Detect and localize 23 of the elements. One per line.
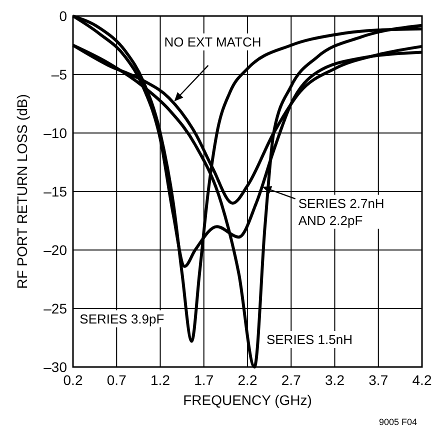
x-axis-title: FREQUENCY (GHz) [183,392,312,408]
x-tick-label: 3.2 [325,372,345,388]
x-tick-label: 1.2 [150,372,170,388]
y-tick-label: –25 [44,300,68,316]
y-tick-label: –20 [44,242,68,258]
y-tick-label: 0 [59,8,68,24]
text: 9005 F04 [378,417,417,427]
y-axis-title: RF PORT RETURN LOSS (dB) [14,94,30,289]
x-tick-label: 0.7 [106,372,127,388]
annotation: SERIES 2.7nH AND 2.2pF [298,196,384,228]
x-tick-label: 0.2 [63,372,83,388]
annotation: SERIES 3.9pF [80,311,164,326]
x-tick-label: 2.2 [238,372,258,388]
x-tick-label: 3.7 [368,372,388,388]
x-tick-label: 4.2 [412,372,432,388]
annotation: SERIES 1.5nH [266,332,352,347]
y-tick-label: –5 [51,66,68,82]
y-tick-label: –30 [44,359,68,375]
y-tick-label: –10 [44,125,68,141]
x-tick-label: 2.7 [281,372,302,388]
annotation: NO EXT MATCH [164,34,262,50]
y-tick-label: –15 [44,184,68,200]
x-tick-label: 1.7 [194,372,214,388]
